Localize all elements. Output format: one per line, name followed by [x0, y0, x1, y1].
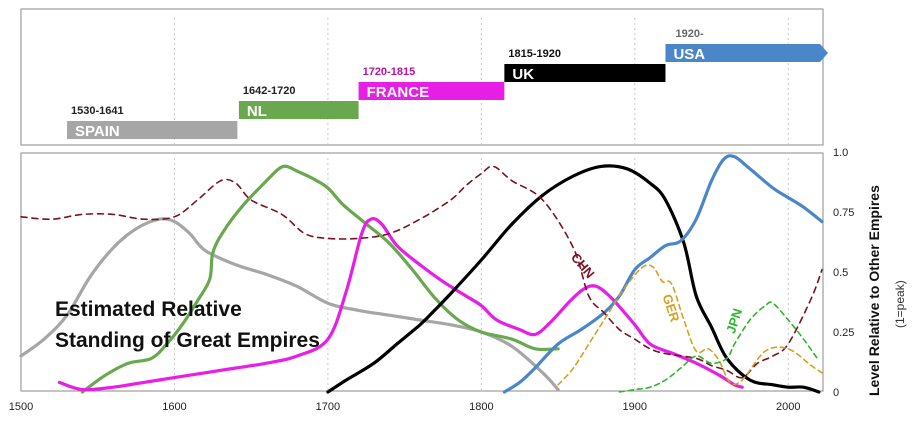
y-axis-label: Level Relative to Other Empires: [866, 185, 882, 396]
timeline-bar-label: NL: [247, 103, 267, 120]
chart-title-line-2: Standing of Great Empires: [55, 329, 320, 352]
x-tick-label: 2000: [776, 401, 800, 413]
timeline-bar-uk: UK 1815-1920: [504, 48, 666, 83]
timeline-bar-nl: NL 1642-1720: [238, 85, 359, 120]
chart-title-line-1: Estimated Relative: [55, 298, 242, 321]
x-tick-label: 1500: [9, 401, 33, 413]
timeline-bar-shape: [238, 101, 359, 119]
timeline-bar-shape: [665, 44, 828, 62]
y-tick-label: 0.5: [833, 267, 848, 279]
series-line-uk: [326, 164, 821, 394]
timeline-period-label: 1920-: [675, 28, 703, 40]
timeline-bar-shape: [504, 64, 666, 82]
timeline-bar-usa: USA 1920-: [665, 28, 828, 63]
timeline-period-label: 1815-1920: [508, 48, 561, 60]
timeline-bar-shape: [358, 82, 505, 100]
timeline-bar-label: FRANCE: [367, 84, 430, 101]
timeline-bar-spain: SPAIN 1530-1641: [67, 105, 238, 140]
timeline-bar-france: FRANCE 1720-1815: [358, 66, 505, 101]
x-tick-label: 1700: [316, 401, 340, 413]
x-tick-label: 1600: [162, 401, 186, 413]
series-label-jpn: JPN: [723, 307, 745, 336]
y-axis-ticks: 0 0.25 0.5 0.75 1.0: [833, 147, 854, 399]
timeline-bar-label: USA: [673, 46, 705, 63]
x-tick-label: 1800: [469, 401, 493, 413]
timeline-bar-shape: [67, 121, 238, 139]
plot-panel: [20, 152, 824, 392]
x-tick-label: 1900: [623, 401, 647, 413]
y-tick-label: 0: [833, 387, 839, 399]
series-line-usa: [502, 154, 824, 394]
plot-gridlines: [173, 158, 789, 392]
series-line-ger: [557, 264, 823, 386]
series-line-nl: [80, 164, 560, 394]
x-axis-ticks: 1500 1600 1700 1800 1900 2000: [9, 401, 801, 413]
y-tick-label: 0.25: [833, 327, 854, 339]
series-lines: [19, 154, 824, 394]
y-tick-label: 0.75: [833, 207, 854, 219]
timeline-period-label: 1642-1720: [243, 85, 296, 97]
timeline-bar-label: UK: [512, 66, 534, 83]
series-line-spain: [19, 217, 560, 392]
timeline-bar-label: SPAIN: [75, 123, 120, 140]
y-axis-sublabel: (1=peak): [893, 280, 907, 328]
timeline-period-label: 1530-1641: [71, 105, 124, 117]
series-line-chn: [20, 165, 823, 379]
timeline-bars: SPAIN 1530-1641 NL 1642-1720 FRANCE 1720-1815…: [67, 28, 828, 140]
y-tick-label: 1.0: [833, 147, 848, 159]
timeline-period-label: 1720-1815: [363, 66, 416, 78]
series-line-jpn: [618, 301, 820, 393]
